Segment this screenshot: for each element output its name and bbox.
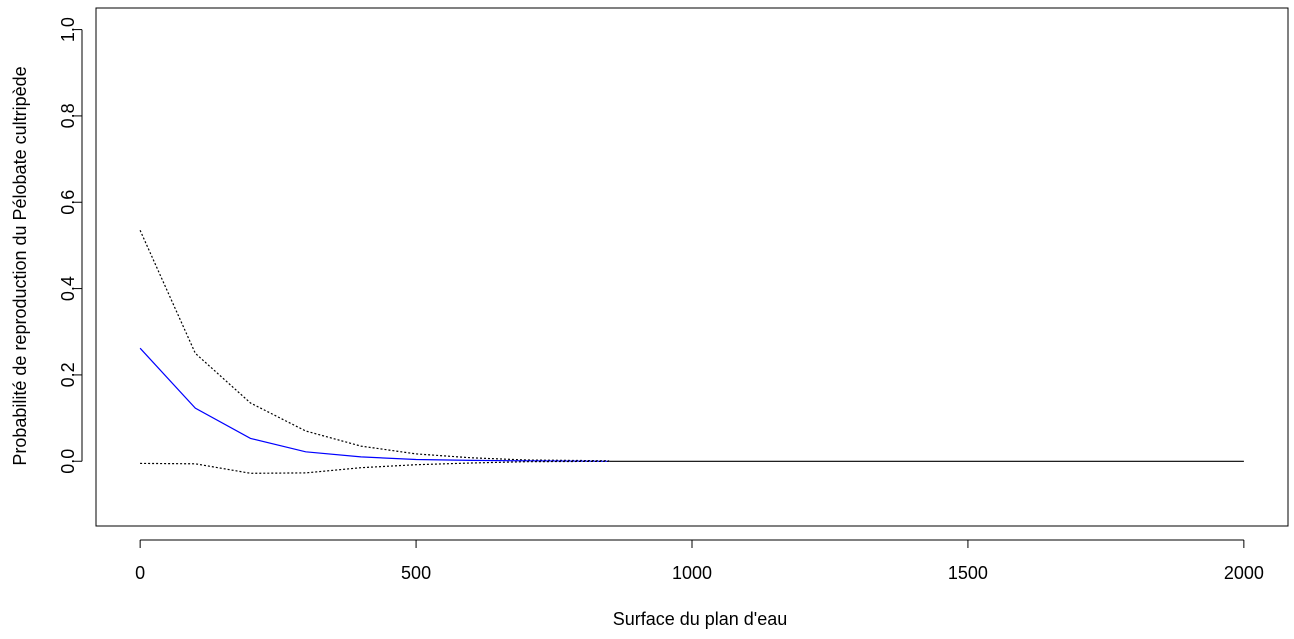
x-tick-label: 2000 — [1224, 563, 1264, 583]
x-axis: 0 500 1000 1500 2000 — [135, 539, 1264, 583]
y-axis: 0.0 0.2 0.4 0.6 0.8 1.0 — [58, 17, 83, 474]
y-tick-label: 0.2 — [58, 362, 78, 387]
x-tick-label: 1500 — [948, 563, 988, 583]
x-tick-label: 1000 — [672, 563, 712, 583]
x-axis-label: Surface du plan d'eau — [613, 609, 788, 629]
series-line-fitted-probability — [139, 347, 610, 462]
series-line-upper-confidence-bound — [139, 230, 610, 462]
y-tick-label: 0.4 — [58, 276, 78, 301]
y-tick-label: 0.0 — [58, 449, 78, 474]
series-layer — [139, 230, 1244, 474]
y-tick-label: 1.0 — [58, 17, 78, 42]
plot-frame — [95, 7, 1289, 527]
y-tick-label: 0.8 — [58, 103, 78, 128]
y-tick-label: 0.6 — [58, 190, 78, 215]
y-axis-label: Probabilité de reproduction du Pélobate … — [10, 66, 30, 465]
x-tick-label: 500 — [401, 563, 431, 583]
series-line-lower-confidence-bound — [140, 460, 610, 474]
x-tick-label: 0 — [135, 563, 145, 583]
